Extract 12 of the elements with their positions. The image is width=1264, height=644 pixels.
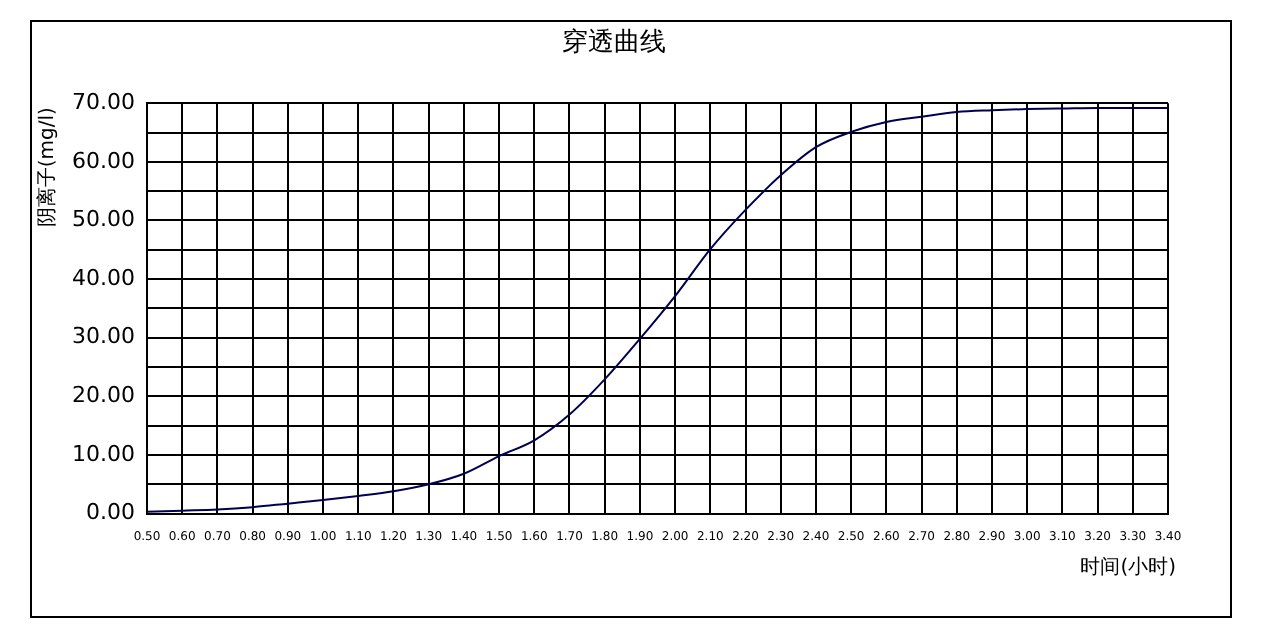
y-axis-title: 阴离子(mg/l) xyxy=(35,106,60,228)
y-tick-label: 20.00 xyxy=(71,382,135,409)
y-tick-label: 50.00 xyxy=(71,206,135,233)
line-series xyxy=(145,106,1169,513)
chart-title: 穿透曲线 xyxy=(562,28,666,59)
x-axis-title: 时间(小时) xyxy=(1080,554,1177,579)
y-tick-label: 10.00 xyxy=(71,440,135,467)
y-tick-label: 30.00 xyxy=(71,323,135,350)
y-tick-label: 60.00 xyxy=(71,147,135,174)
y-tick-label: 70.00 xyxy=(71,88,135,115)
y-tick-label: 0.00 xyxy=(85,499,135,526)
y-tick-label: 40.00 xyxy=(71,264,135,291)
